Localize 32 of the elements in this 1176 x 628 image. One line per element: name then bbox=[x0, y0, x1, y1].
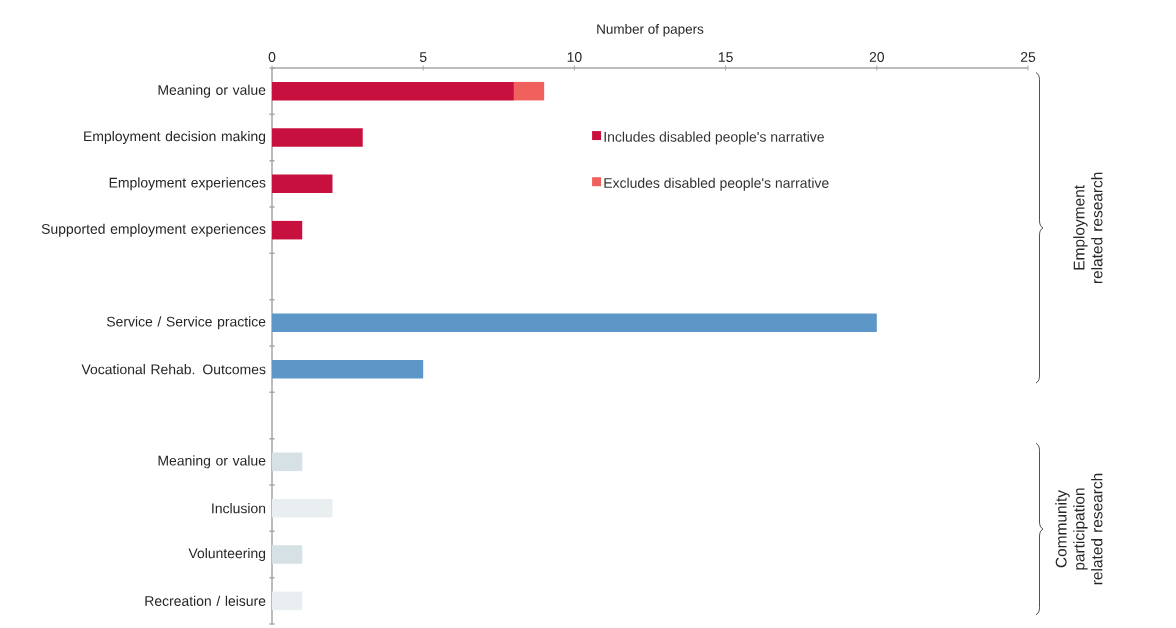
x-axis-title: Number of papers bbox=[597, 23, 704, 37]
bar bbox=[272, 452, 303, 472]
y-tick-label: Volunteering bbox=[188, 548, 266, 561]
bar bbox=[272, 220, 303, 240]
y-tick-label: Employment experiences bbox=[109, 177, 266, 191]
bar bbox=[272, 359, 424, 379]
bar bbox=[272, 545, 303, 564]
x-tick-label: 15 bbox=[718, 52, 733, 62]
y-tick-label: Service / Service practice bbox=[106, 316, 266, 330]
text: Employment related research bbox=[1073, 172, 1103, 284]
x-tick-label: 0 bbox=[268, 52, 276, 62]
x-tick-label: 25 bbox=[1020, 52, 1036, 62]
legend-label: Includes disabled people's narrative bbox=[604, 131, 824, 145]
x-tick-label: 10 bbox=[567, 52, 582, 62]
bar bbox=[272, 174, 333, 194]
y-tick-label: Vocational Rehab. Outcomes bbox=[81, 364, 266, 375]
y-tick-label: Recreation / leisure bbox=[145, 595, 266, 606]
bar bbox=[272, 81, 514, 101]
y-tick-label: Meaning or value bbox=[158, 84, 266, 98]
legend-label: Excludes disabled people's narrative bbox=[604, 177, 829, 191]
y-tick-label: Employment decision making bbox=[84, 131, 266, 144]
bar bbox=[513, 81, 545, 101]
x-tick-label: 5 bbox=[419, 52, 427, 62]
x-tick-label: 20 bbox=[869, 52, 885, 62]
y-tick-label: Supported employment experiences bbox=[41, 223, 266, 237]
bar bbox=[272, 591, 303, 611]
bar bbox=[272, 313, 877, 333]
bar bbox=[272, 128, 363, 147]
y-tick-label: Meaning or value bbox=[158, 455, 266, 469]
text: Community participation related research bbox=[1055, 473, 1103, 585]
bar bbox=[272, 498, 333, 518]
y-tick-label: Inclusion bbox=[212, 503, 266, 514]
